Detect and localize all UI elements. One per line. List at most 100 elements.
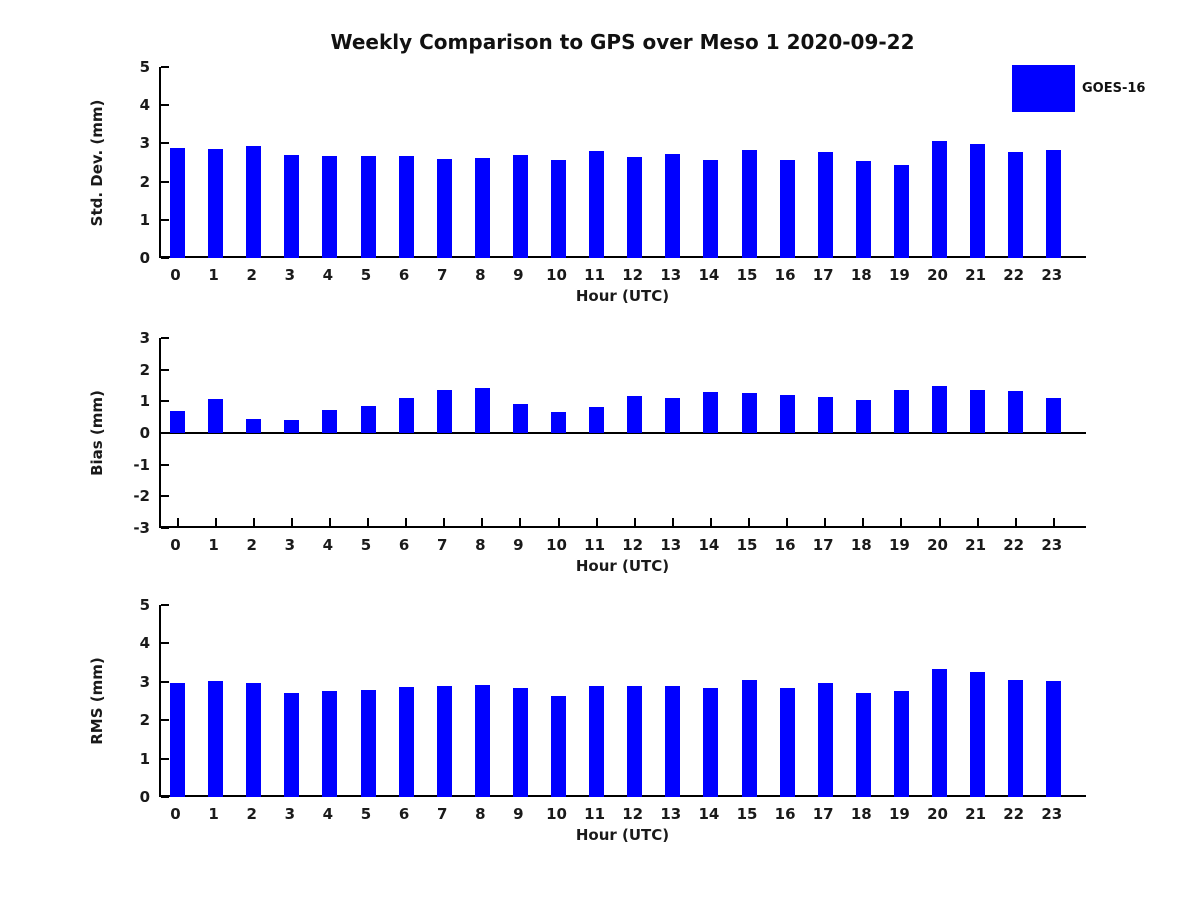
x-tick-label: 9	[513, 805, 524, 823]
y-tick-mark	[161, 495, 169, 498]
bar-std-dev-hour-17	[817, 151, 833, 258]
y-tick-mark	[161, 757, 169, 760]
x-tick-label: 5	[360, 536, 372, 554]
legend-swatch-goes-16	[1012, 65, 1075, 112]
plot-area-bias	[159, 337, 1086, 529]
bar-std-dev-hour-22	[1008, 151, 1024, 258]
y-tick-mark	[161, 400, 169, 403]
legend-label: GOES-16	[1082, 81, 1146, 96]
bar-rms-hour-20	[932, 669, 947, 797]
y-tick-label: -2	[133, 487, 150, 506]
bar-rms-hour-7	[436, 686, 452, 797]
bar-bias-hour-2	[246, 419, 262, 433]
x-tick-label: 0	[170, 805, 181, 823]
bar-bias-hour-0	[170, 411, 185, 433]
x-tick-label: 16	[774, 266, 796, 284]
bar-std-dev-hour-14	[703, 159, 719, 258]
x-tick-mark	[862, 518, 865, 526]
y-tick-label: 1	[139, 749, 150, 768]
y-tick-mark	[161, 66, 169, 68]
x-tick-mark	[938, 518, 941, 526]
x-tick-label: 4	[322, 266, 334, 284]
y-tick-mark	[161, 463, 169, 466]
y-tick-label: 2	[139, 360, 150, 379]
y-tick-mark	[161, 104, 169, 107]
bar-rms-hour-21	[970, 672, 986, 797]
bar-bias-hour-18	[855, 400, 871, 433]
x-tick-label: 2	[246, 805, 257, 823]
x-tick-label: 6	[398, 266, 410, 284]
bar-rms-hour-4	[322, 690, 338, 797]
x-tick-label: 14	[698, 805, 720, 823]
x-tick-mark	[709, 518, 712, 526]
x-tick-mark	[976, 518, 979, 526]
bar-std-dev-hour-16	[779, 159, 795, 258]
bar-std-dev-hour-8	[474, 157, 490, 258]
x-tick-label: 17	[812, 805, 834, 823]
bar-rms-hour-16	[779, 688, 795, 797]
y-tick-label: 2	[139, 172, 150, 191]
bar-std-dev-hour-12	[627, 156, 643, 258]
x-tick-label: 0	[170, 536, 181, 554]
y-tick-mark	[161, 796, 169, 798]
y-tick-label: 3	[139, 134, 150, 153]
x-tick-mark	[671, 518, 674, 526]
x-tick-label: 10	[546, 805, 567, 823]
bar-bias-hour-15	[741, 393, 757, 433]
bar-rms-hour-9	[512, 688, 528, 797]
x-tick-label: 17	[812, 536, 834, 554]
x-tick-label: 10	[546, 536, 567, 554]
y-tick-mark	[161, 368, 169, 371]
x-tick-label: 7	[436, 536, 448, 554]
x-tick-mark	[900, 518, 903, 526]
y-tick-mark	[161, 337, 169, 339]
bar-rms-hour-14	[703, 687, 719, 797]
bar-bias-hour-6	[398, 398, 414, 433]
bar-std-dev-hour-20	[932, 141, 947, 258]
bar-std-dev-hour-7	[436, 158, 452, 258]
x-tick-label: 19	[888, 266, 910, 284]
x-tick-label: 11	[584, 266, 606, 284]
x-tick-label: 15	[736, 266, 758, 284]
x-tick-label: 2	[246, 536, 257, 554]
zero-baseline	[161, 432, 1086, 434]
bar-bias-hour-23	[1046, 397, 1062, 433]
y-tick-label: 5	[139, 58, 150, 76]
bar-bias-hour-1	[208, 399, 224, 433]
y-tick-mark	[161, 604, 169, 606]
bar-rms-hour-23	[1046, 681, 1062, 797]
bar-std-dev-hour-1	[208, 148, 224, 258]
y-tick-label: 4	[139, 634, 150, 653]
x-tick-label: 1	[208, 805, 219, 823]
x-tick-mark	[557, 518, 560, 526]
bar-bias-hour-13	[665, 397, 681, 433]
x-tick-label: 15	[736, 805, 758, 823]
x-axis-label-hour-utc: Hour (UTC)	[575, 287, 670, 305]
x-tick-label: 21	[965, 266, 987, 284]
x-tick-mark	[824, 518, 827, 526]
bar-bias-hour-10	[551, 412, 566, 433]
bar-bias-hour-20	[932, 385, 947, 433]
bar-rms-hour-19	[893, 690, 909, 797]
x-tick-mark	[1014, 518, 1017, 526]
bar-rms-hour-6	[398, 686, 414, 797]
bar-std-dev-hour-10	[551, 159, 566, 258]
x-tick-label: 9	[513, 536, 524, 554]
x-tick-label: 11	[584, 536, 606, 554]
x-tick-label: 10	[546, 266, 567, 284]
x-tick-mark	[519, 518, 522, 526]
bar-rms-hour-8	[474, 684, 490, 797]
x-tick-mark	[786, 518, 789, 526]
bar-std-dev-hour-21	[970, 144, 986, 258]
bar-rms-hour-0	[170, 683, 185, 797]
x-tick-label: 1	[208, 536, 219, 554]
bar-bias-hour-22	[1008, 390, 1024, 433]
x-tick-label: 18	[850, 536, 872, 554]
bar-rms-hour-1	[208, 680, 224, 797]
bar-rms-hour-2	[246, 683, 262, 797]
x-tick-mark	[290, 518, 293, 526]
x-tick-label: 18	[850, 805, 872, 823]
bar-std-dev-hour-9	[512, 154, 528, 258]
y-tick-mark	[161, 142, 169, 145]
